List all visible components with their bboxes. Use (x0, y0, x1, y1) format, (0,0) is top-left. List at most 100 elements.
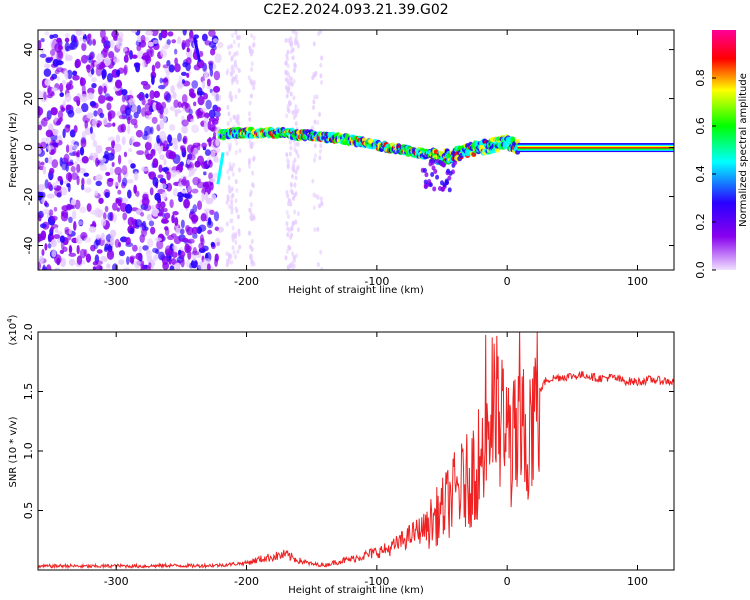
spectrogram-noise-mark (101, 37, 106, 44)
spectrogram-noise-mark (225, 262, 229, 268)
spectrogram-ridge-mark (435, 174, 440, 180)
spectrogram-noise-mark (229, 97, 233, 103)
spectrogram-noise-mark (212, 131, 217, 140)
spectrogram-noise-mark (285, 152, 289, 158)
snr-series-line (38, 332, 674, 570)
spectrogram-noise-mark (251, 170, 255, 176)
spectrogram-noise-mark (64, 53, 69, 62)
spectrogram-noise-mark (287, 108, 291, 114)
spectrogram-noise-mark (174, 63, 181, 73)
spectrogram-noise-mark (81, 103, 89, 113)
spectrogram-noise-mark (123, 267, 131, 270)
spectrogram-noise-mark (98, 94, 106, 104)
spectrogram-noise-mark (64, 37, 70, 43)
spectrogram-noise-mark (61, 79, 67, 86)
spectrogram-ridge-mark (432, 186, 437, 192)
spectrogram-noise-mark (170, 233, 177, 238)
spectrogram-noise-mark (230, 199, 234, 205)
spectrogram-noise-mark (285, 56, 289, 62)
spectrogram-noise-mark (198, 224, 207, 232)
spectrogram-noise-mark (145, 114, 152, 120)
spectrogram-noise-mark (319, 30, 323, 35)
spectrogram-noise-mark (118, 250, 125, 257)
spectrogram-noise-mark (290, 40, 294, 46)
spectrogram-noise-mark (294, 121, 298, 127)
spectrogram-noise-mark (175, 262, 181, 270)
spectrogram-noise-mark (136, 150, 145, 156)
spectrogram-noise-mark (211, 194, 217, 201)
spectrogram-noise-mark (138, 245, 142, 254)
spectrogram-noise-mark (158, 164, 163, 173)
spectrogram-noise-mark (286, 193, 290, 199)
spectrogram-noise-mark (131, 54, 138, 59)
spectrogram-noise-mark (290, 226, 294, 232)
spectrogram-noise-mark (100, 218, 107, 227)
spectrogram-noise-mark (64, 41, 70, 52)
spectrogram-noise-mark (65, 162, 70, 172)
spectrogram-noise-mark (135, 252, 142, 261)
spectrogram-noise-mark (42, 165, 47, 175)
spectrogram-noise-mark (38, 160, 41, 170)
spectrogram-noise-mark (237, 88, 241, 94)
spectrogram-noise-mark (230, 166, 234, 172)
spectrogram-noise-mark (191, 226, 199, 235)
spectrogram-noise-mark (147, 171, 152, 177)
spectrogram-noise-mark (121, 165, 128, 176)
spectrogram-noise-mark (64, 32, 70, 38)
spectrogram-noise-mark (169, 199, 174, 209)
spectrogram-ridge-mark (424, 172, 429, 178)
spectrogram-noise-mark (289, 91, 293, 97)
spectrogram-noise-mark (42, 208, 50, 215)
spectrogram-noise-mark (100, 255, 107, 262)
spectrogram-noise-mark (285, 93, 289, 99)
spectrogram-noise-mark (183, 198, 190, 209)
spectrogram-noise-mark (231, 193, 235, 199)
spectrogram-noise-mark (292, 95, 296, 101)
spectrogram-noise-mark (169, 169, 177, 178)
spectrogram-noise-mark (133, 260, 141, 266)
spectrogram-noise-mark (313, 157, 317, 163)
spectrogram-noise-mark (50, 226, 55, 231)
spectrogram-noise-mark (295, 31, 299, 37)
spectrogram-noise-mark (188, 36, 195, 43)
spectrogram-noise-mark (286, 232, 290, 238)
spectrogram-noise-mark (132, 141, 141, 147)
spectrogram-noise-mark (214, 53, 222, 64)
spectrogram-noise-mark (284, 76, 288, 82)
spectrogram-noise-mark (86, 203, 92, 212)
spectrogram-noise-mark (213, 211, 220, 222)
spectrogram-noise-mark (208, 62, 214, 71)
snr-x-tick-label: 0 (504, 575, 511, 588)
spectrogram-noise-mark (203, 92, 209, 100)
spectrogram-noise-mark (320, 267, 324, 270)
spectrogram-noise-mark (181, 79, 186, 84)
spectrogram-noise-mark (171, 251, 178, 258)
spectrogram-noise-mark (87, 92, 93, 100)
spectrogram-noise-mark (81, 177, 85, 187)
spectrogram-noise-mark (80, 31, 86, 37)
spectrogram-noise-mark (118, 114, 127, 120)
snr-y-ticks: 0.5 1.0 1.5 2.0 (22, 323, 674, 519)
spectrogram-noise-mark (214, 226, 219, 231)
spectrogram-noise-mark (106, 102, 112, 111)
spectrogram-noise-mark (226, 104, 230, 110)
spectrogram-noise-mark (151, 74, 155, 85)
spectrogram-noise-mark (313, 119, 317, 125)
spectrogram-noise-mark (237, 42, 241, 48)
spectrogram-noise-mark (232, 39, 236, 45)
spectrogram-noise-mark (227, 184, 231, 190)
spectrogram-noise-mark (160, 30, 168, 39)
spectrogram-noise-mark (225, 221, 229, 227)
spectrogram-noise-mark (178, 162, 183, 172)
spectrogram-noise-mark (166, 39, 171, 45)
spectrogram-y-tick-label: -20 (22, 188, 35, 206)
spectrogram-noise-mark (289, 145, 293, 151)
spectrogram-noise-mark (38, 40, 42, 50)
spectrogram-noise-mark (147, 41, 154, 47)
spectrogram-noise-mark (128, 147, 133, 153)
spectrogram-noise-mark (163, 226, 169, 231)
spectrogram-noise-mark (152, 158, 159, 168)
spectrogram-noise-mark (296, 211, 300, 217)
spectrogram-noise-mark (186, 72, 190, 78)
spectrogram-noise-mark (288, 151, 292, 157)
